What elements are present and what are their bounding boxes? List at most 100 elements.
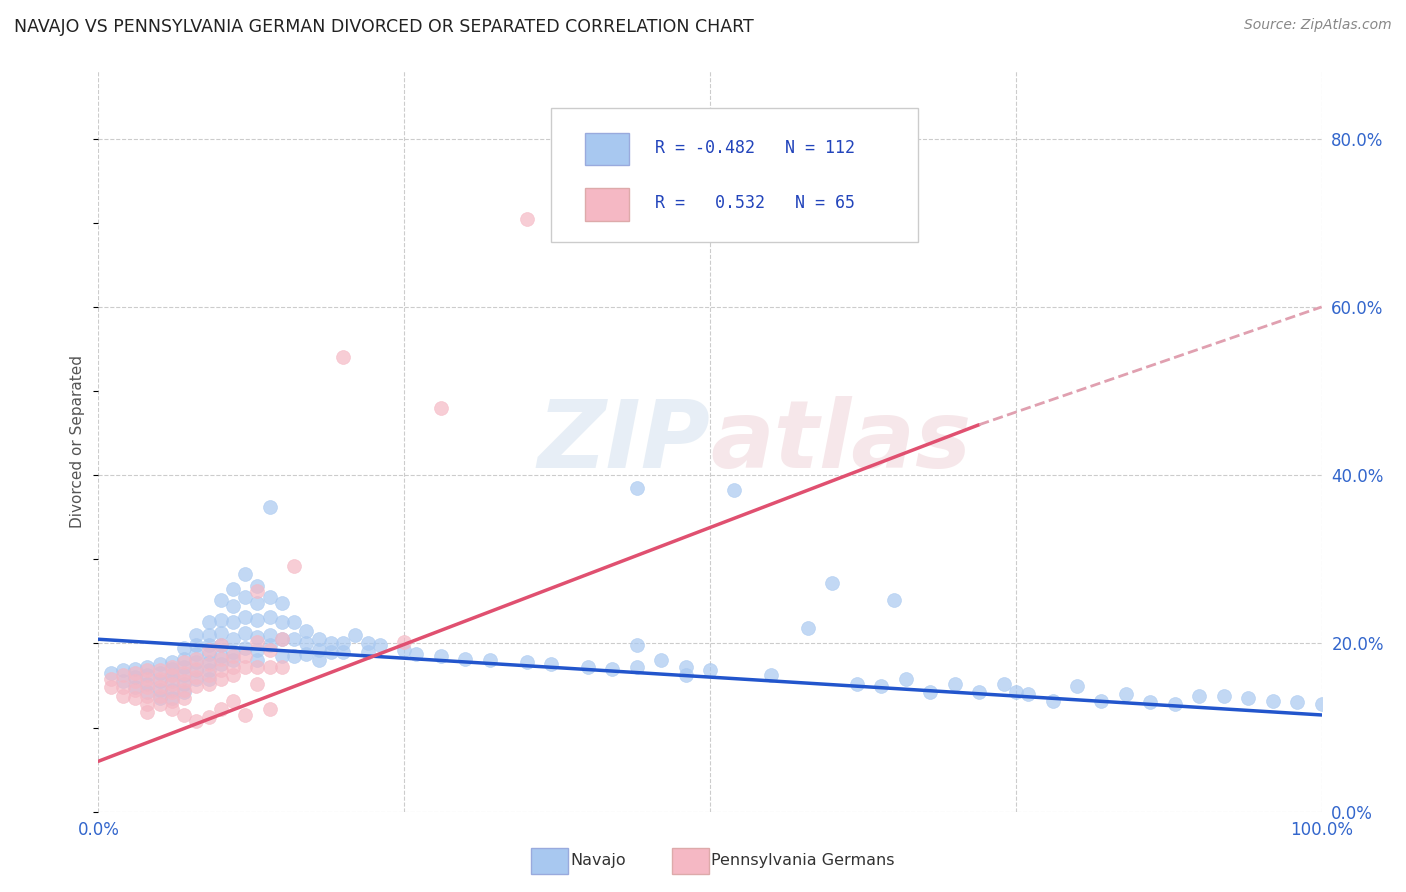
- Text: Navajo: Navajo: [571, 854, 627, 868]
- Point: [1090, 694, 1112, 708]
- Point: [246, 613, 269, 627]
- Point: [233, 640, 256, 655]
- Point: [136, 672, 159, 686]
- Point: [149, 657, 172, 672]
- Point: [870, 679, 893, 693]
- Point: [246, 634, 269, 648]
- Point: [160, 682, 183, 697]
- Point: [259, 500, 281, 515]
- Point: [173, 708, 195, 723]
- Point: [186, 655, 208, 669]
- Point: [246, 584, 269, 599]
- Point: [197, 647, 219, 661]
- Point: [515, 211, 537, 226]
- Point: [149, 665, 172, 680]
- Point: [222, 645, 245, 659]
- Point: [1164, 697, 1187, 711]
- Point: [233, 626, 256, 640]
- Point: [222, 668, 245, 682]
- Point: [1004, 685, 1026, 699]
- Point: [576, 660, 599, 674]
- Point: [136, 660, 159, 674]
- Point: [209, 638, 232, 652]
- Point: [197, 643, 219, 657]
- Point: [540, 657, 562, 672]
- Text: Source: ZipAtlas.com: Source: ZipAtlas.com: [1244, 18, 1392, 32]
- Point: [883, 592, 905, 607]
- Point: [233, 708, 256, 723]
- Point: [197, 657, 219, 672]
- Point: [233, 609, 256, 624]
- Point: [136, 697, 159, 711]
- Point: [1139, 695, 1161, 709]
- Point: [259, 638, 281, 652]
- Point: [270, 596, 294, 610]
- FancyBboxPatch shape: [585, 133, 630, 165]
- Point: [160, 702, 183, 716]
- Point: [222, 582, 245, 596]
- Point: [149, 680, 172, 694]
- Point: [430, 649, 453, 664]
- Point: [761, 668, 783, 682]
- Point: [136, 685, 159, 699]
- Point: [295, 647, 318, 661]
- Point: [100, 672, 122, 686]
- Point: [1261, 694, 1284, 708]
- Point: [356, 645, 378, 659]
- Point: [967, 685, 990, 699]
- Point: [111, 689, 134, 703]
- Point: [478, 653, 501, 667]
- Point: [233, 590, 256, 604]
- Point: [209, 638, 232, 652]
- Point: [222, 694, 245, 708]
- Point: [149, 697, 172, 711]
- Point: [259, 609, 281, 624]
- Point: [405, 647, 427, 661]
- Point: [160, 655, 183, 669]
- Point: [259, 643, 281, 657]
- Point: [186, 679, 208, 693]
- Point: [295, 636, 318, 650]
- Point: [111, 674, 134, 689]
- Point: [136, 680, 159, 694]
- Point: [845, 677, 868, 691]
- Point: [136, 689, 159, 703]
- Point: [222, 615, 245, 630]
- Point: [136, 668, 159, 682]
- Point: [233, 660, 256, 674]
- Point: [233, 567, 256, 582]
- Point: [675, 668, 697, 682]
- Point: [149, 664, 172, 678]
- Point: [1017, 687, 1039, 701]
- Point: [270, 632, 294, 647]
- Point: [124, 682, 146, 697]
- Point: [270, 660, 294, 674]
- Point: [173, 665, 195, 680]
- Point: [197, 668, 219, 682]
- Point: [1286, 695, 1309, 709]
- Text: NAVAJO VS PENNSYLVANIA GERMAN DIVORCED OR SEPARATED CORRELATION CHART: NAVAJO VS PENNSYLVANIA GERMAN DIVORCED O…: [14, 18, 754, 36]
- Point: [1042, 694, 1064, 708]
- Point: [160, 674, 183, 689]
- Point: [308, 632, 330, 647]
- Point: [1237, 691, 1260, 706]
- Point: [160, 662, 183, 676]
- Point: [186, 664, 208, 678]
- Point: [209, 651, 232, 665]
- Point: [186, 628, 208, 642]
- Point: [173, 677, 195, 691]
- Point: [186, 651, 208, 665]
- Point: [149, 674, 172, 689]
- Point: [246, 596, 269, 610]
- Point: [186, 670, 208, 684]
- Point: [186, 662, 208, 676]
- Point: [197, 677, 219, 691]
- Text: R = -0.482   N = 112: R = -0.482 N = 112: [655, 138, 855, 157]
- Point: [100, 665, 122, 680]
- Point: [246, 630, 269, 644]
- Point: [173, 651, 195, 665]
- Point: [173, 691, 195, 706]
- Point: [197, 710, 219, 724]
- Point: [197, 672, 219, 686]
- Point: [1066, 679, 1088, 693]
